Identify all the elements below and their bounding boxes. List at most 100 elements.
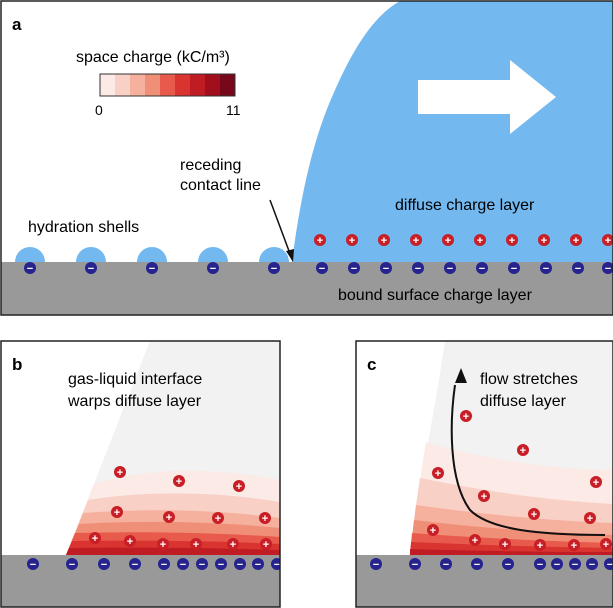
colorbar-min-label: 0 <box>95 102 103 118</box>
svg-text:−: − <box>607 559 613 571</box>
cation-icon: + <box>114 466 126 479</box>
diffuse-layer-bands-c <box>410 442 613 555</box>
hydration-shells <box>15 247 289 262</box>
svg-text:+: + <box>593 477 599 489</box>
svg-text:−: − <box>575 263 581 275</box>
colorbar-swatch <box>145 74 161 96</box>
svg-text:−: − <box>474 559 480 571</box>
hydration-shell-icon <box>76 247 106 262</box>
svg-text:+: + <box>114 507 120 519</box>
cation-icon: + <box>432 467 444 480</box>
svg-text:+: + <box>477 235 483 247</box>
anion-icon: − <box>380 262 392 275</box>
cation-icon: + <box>190 538 202 551</box>
anion-icon: − <box>348 262 360 275</box>
anion-icon: − <box>252 558 264 571</box>
colorbar-swatch <box>115 74 131 96</box>
colorbar-swatch <box>205 74 221 96</box>
cation-icon: + <box>590 476 602 489</box>
svg-text:−: − <box>572 559 578 571</box>
svg-text:−: − <box>271 263 277 275</box>
svg-text:−: − <box>537 559 543 571</box>
cation-icon: + <box>584 512 596 525</box>
svg-text:+: + <box>236 481 242 493</box>
svg-text:−: − <box>589 559 595 571</box>
panel-c-border <box>355 340 613 608</box>
receding-label-line1: receding <box>180 157 241 174</box>
svg-text:+: + <box>605 235 611 247</box>
cation-icon: + <box>474 234 486 247</box>
anion-icon: − <box>24 262 36 275</box>
svg-text:−: − <box>447 263 453 275</box>
cation-icon: + <box>410 234 422 247</box>
anion-icon: − <box>370 558 382 571</box>
colorbar-swatch <box>130 74 146 96</box>
anion-icon: − <box>572 262 584 275</box>
cation-icon: + <box>124 535 136 548</box>
cation-icon: + <box>460 410 472 423</box>
panel-c-letter: c <box>367 355 376 374</box>
svg-text:−: − <box>218 559 224 571</box>
cation-icon: + <box>89 532 101 545</box>
svg-text:−: − <box>554 559 560 571</box>
svg-text:−: − <box>373 559 379 571</box>
anion-icon: − <box>569 558 581 571</box>
anion-icon: − <box>146 262 158 275</box>
colorbar-max-label: 11 <box>226 102 241 118</box>
svg-text:+: + <box>176 476 182 488</box>
svg-text:+: + <box>472 535 478 547</box>
cation-icon: + <box>499 538 511 551</box>
svg-text:+: + <box>413 235 419 247</box>
svg-text:−: − <box>319 263 325 275</box>
anion-icon: − <box>444 262 456 275</box>
svg-text:−: − <box>210 263 216 275</box>
ions-a: − − − − − − − − − − − − − − − + + + + + + + + + + <box>24 234 613 275</box>
cation-icon: + <box>260 538 272 551</box>
colorbar-swatch <box>160 74 176 96</box>
panel-a: − − − − − − − − − − − − − − − + + + + + + + + + + <box>1 1 613 315</box>
colorbar-swatch <box>175 74 191 96</box>
cation-icon: + <box>259 512 271 525</box>
cation-icon: + <box>111 506 123 519</box>
cation-icon: + <box>227 538 239 551</box>
svg-text:−: − <box>415 263 421 275</box>
panel-c-text-line2: diffuse layer <box>480 393 567 410</box>
receding-label-line2: contact line <box>180 177 261 194</box>
panel-b-text-line1: gas-liquid interface <box>68 371 202 388</box>
anion-icon: − <box>129 558 141 571</box>
svg-text:−: − <box>149 263 155 275</box>
svg-text:−: − <box>605 263 611 275</box>
svg-text:−: − <box>412 559 418 571</box>
cation-icon: + <box>427 524 439 537</box>
svg-text:−: − <box>383 263 389 275</box>
anion-icon: − <box>158 558 170 571</box>
cation-icon: + <box>346 234 358 247</box>
cation-icon: + <box>314 234 326 247</box>
hydration-shells-label: hydration shells <box>28 219 139 236</box>
anion-icon: − <box>207 262 219 275</box>
anion-icon: − <box>177 558 189 571</box>
diffuse-layer-label: diffuse charge layer <box>395 197 535 214</box>
svg-text:+: + <box>573 235 579 247</box>
cation-icon: + <box>517 444 529 457</box>
svg-text:+: + <box>215 513 221 525</box>
svg-text:+: + <box>531 509 537 521</box>
anion-icon: − <box>412 262 424 275</box>
flow-arrowhead-icon <box>455 368 467 383</box>
anion-icon: − <box>551 558 563 571</box>
svg-text:−: − <box>27 263 33 275</box>
anion-icon: − <box>409 558 421 571</box>
panel-b-text-line2: warps diffuse layer <box>67 393 202 410</box>
anion-icon: − <box>508 262 520 275</box>
svg-text:+: + <box>349 235 355 247</box>
colorbar <box>99 73 236 97</box>
panel-c-text-line1: flow stretches <box>480 371 578 388</box>
svg-text:+: + <box>127 536 133 548</box>
svg-text:+: + <box>502 539 508 551</box>
anion-icon: − <box>602 262 613 275</box>
anion-icon: − <box>271 558 280 571</box>
svg-text:+: + <box>92 533 98 545</box>
bound-charge-label: bound surface charge layer <box>338 287 533 304</box>
anion-icon: − <box>234 558 246 571</box>
svg-text:+: + <box>435 468 441 480</box>
